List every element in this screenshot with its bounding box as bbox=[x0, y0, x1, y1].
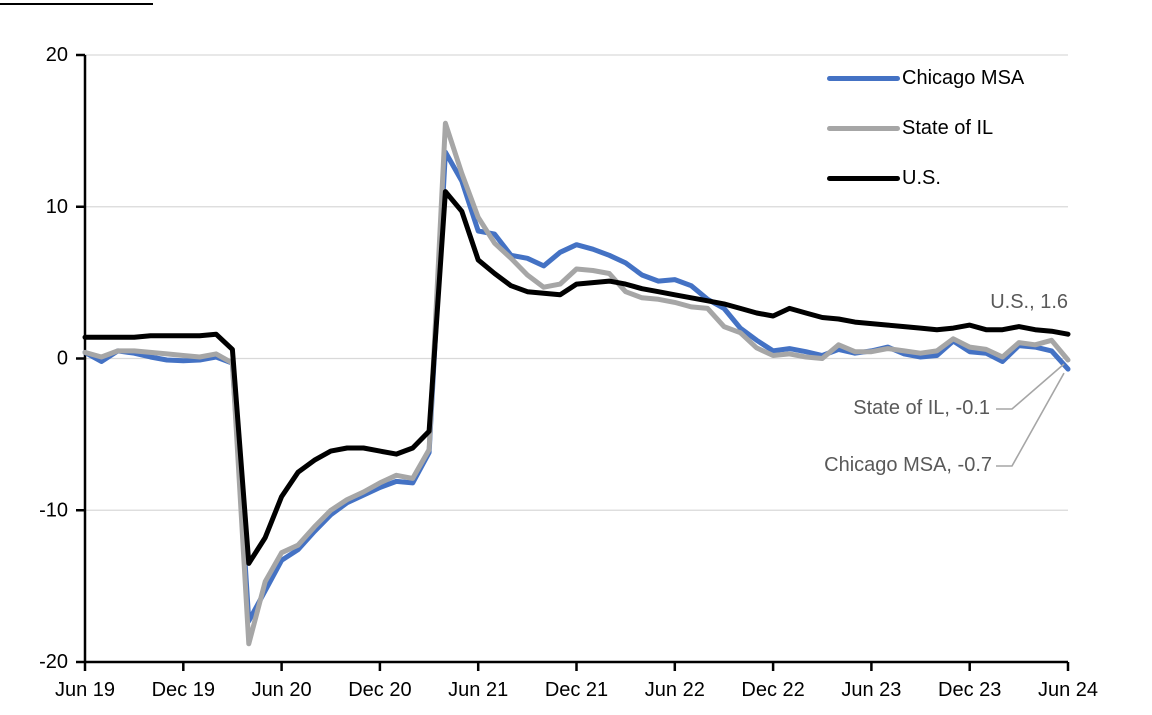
x-axis-tick-label: Jun 24 bbox=[1038, 679, 1098, 701]
legend-item-chicago-msa: Chicago MSA bbox=[827, 53, 1024, 103]
x-axis-tick-label: Jun 22 bbox=[645, 679, 705, 701]
y-axis-tick-label: 0 bbox=[57, 348, 68, 370]
legend-label-us: U.S. bbox=[902, 166, 941, 189]
y-axis-labels: -20 -10 0 10 20 bbox=[39, 44, 68, 673]
legend-swatch-state-of-il bbox=[827, 125, 900, 131]
annotation-leader-line bbox=[996, 372, 1065, 467]
x-axis-tick-label: Dec 22 bbox=[741, 679, 804, 701]
series-lines bbox=[82, 120, 1071, 647]
x-axis-tick-label: Dec 23 bbox=[938, 679, 1001, 701]
x-axis-tick-label: Dec 21 bbox=[545, 679, 608, 701]
annotation-us-value: U.S., 1.6 bbox=[990, 291, 1068, 313]
annotation-state-il-value: State of IL, -0.1 bbox=[853, 397, 990, 419]
axes bbox=[76, 53, 1070, 671]
x-axis-labels: Jun 19 Dec 19 Jun 20 Dec 20 Jun 21 Dec 21 Jun … bbox=[55, 679, 1098, 701]
leader-lines bbox=[996, 363, 1065, 467]
y-axis-tick-label: -20 bbox=[39, 651, 68, 673]
x-axis-tick-label: Jun 21 bbox=[448, 679, 508, 701]
legend-item-state-of-il: State of IL bbox=[827, 103, 1024, 153]
legend-label-chicago-msa: Chicago MSA bbox=[902, 66, 1025, 89]
x-axis-tick-label: Dec 20 bbox=[348, 679, 411, 701]
series-line-u-s- bbox=[82, 189, 1071, 566]
annotation-chicago-msa-value: Chicago MSA, -0.7 bbox=[824, 454, 992, 476]
series-line-state-of-il bbox=[82, 120, 1071, 647]
x-axis-tick-label: Dec 19 bbox=[152, 679, 215, 701]
legend: Chicago MSA State of IL U.S. bbox=[827, 53, 1024, 203]
legend-item-us: U.S. bbox=[827, 153, 1024, 203]
annotation-leader-line bbox=[996, 363, 1065, 410]
y-axis-tick-label: 20 bbox=[46, 44, 68, 66]
legend-swatch-us bbox=[827, 175, 900, 181]
y-axis-tick-label: -10 bbox=[39, 499, 68, 521]
x-axis-tick-label: Jun 23 bbox=[841, 679, 901, 701]
y-axis-tick-label: 10 bbox=[46, 196, 68, 218]
x-axis-tick-label: Jun 19 bbox=[55, 679, 115, 701]
x-axis-tick-label: Jun 20 bbox=[252, 679, 312, 701]
legend-label-state-of-il: State of IL bbox=[902, 116, 994, 139]
legend-swatch-chicago-msa bbox=[827, 75, 900, 81]
gridlines bbox=[85, 54, 1068, 511]
